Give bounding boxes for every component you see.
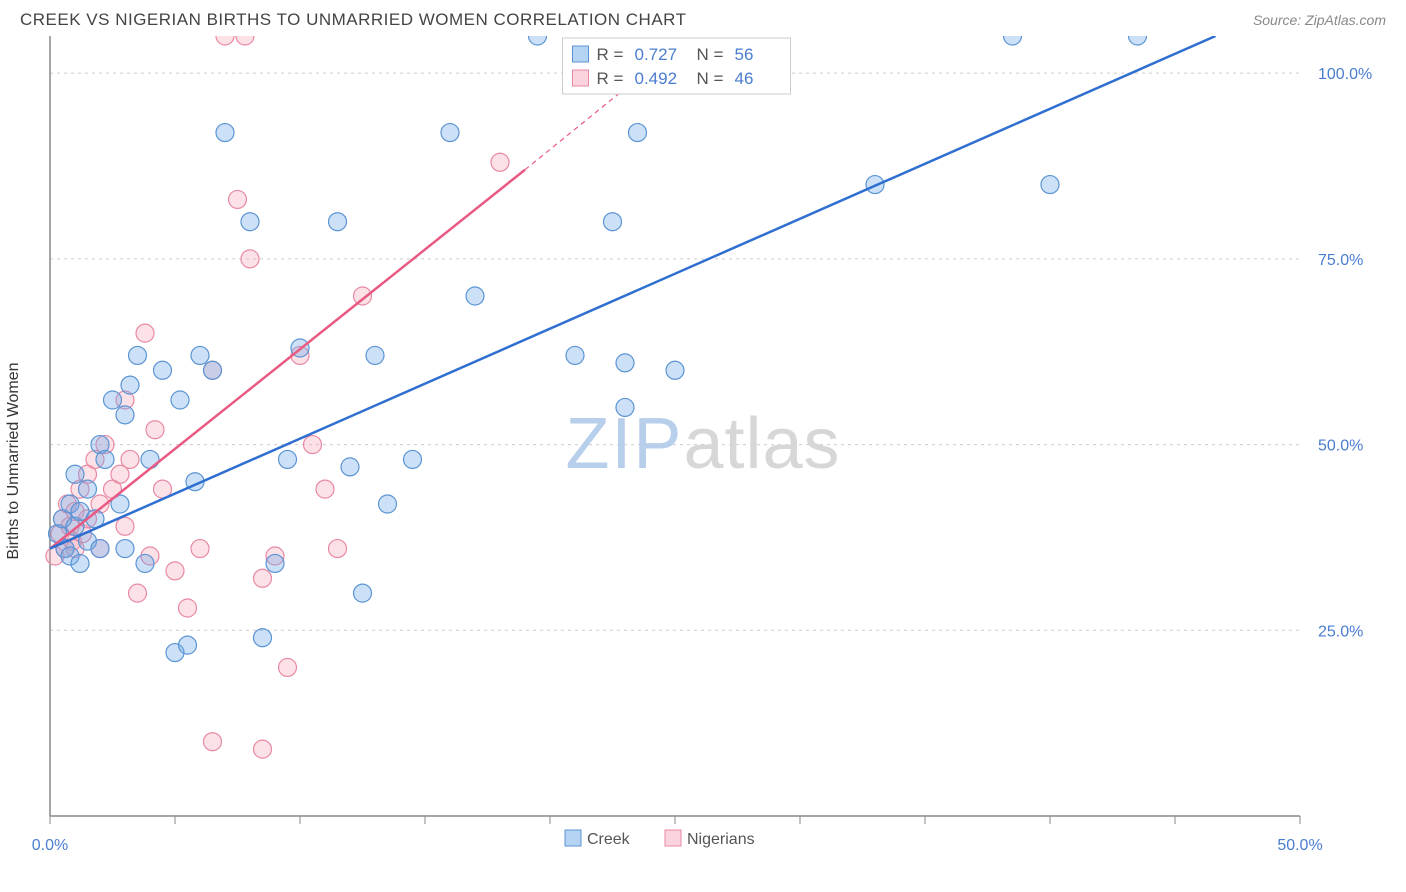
series-swatch-creek	[565, 830, 581, 846]
legend-swatch-creek	[573, 46, 589, 62]
data-point	[179, 636, 197, 654]
data-point	[96, 450, 114, 468]
data-point	[171, 391, 189, 409]
data-point	[129, 584, 147, 602]
data-point	[1041, 176, 1059, 194]
data-point	[204, 733, 222, 751]
data-point	[229, 190, 247, 208]
data-point	[254, 629, 272, 647]
legend-r-nigerians: 0.492	[635, 69, 678, 88]
data-point	[116, 540, 134, 558]
data-point	[121, 450, 139, 468]
data-point	[91, 540, 109, 558]
x-tick-label: 0.0%	[32, 837, 68, 854]
data-point	[104, 391, 122, 409]
data-point	[354, 287, 372, 305]
trend-line	[50, 170, 525, 549]
data-point	[146, 421, 164, 439]
data-point	[304, 436, 322, 454]
data-point	[616, 354, 634, 372]
data-point	[191, 346, 209, 364]
data-point	[179, 599, 197, 617]
data-point	[116, 406, 134, 424]
data-point	[329, 213, 347, 231]
data-point	[79, 480, 97, 498]
data-point	[629, 124, 647, 142]
trend-line	[50, 36, 1216, 549]
data-point	[254, 569, 272, 587]
data-point	[279, 658, 297, 676]
chart-title: CREEK VS NIGERIAN BIRTHS TO UNMARRIED WO…	[20, 10, 687, 30]
legend-n-nigerians: 46	[735, 69, 754, 88]
legend-r-label: R =	[597, 45, 624, 64]
legend-r-label: R =	[597, 69, 624, 88]
data-point	[341, 458, 359, 476]
legend-r-creek: 0.727	[635, 45, 678, 64]
data-point	[216, 124, 234, 142]
data-point	[491, 153, 509, 171]
data-point	[266, 554, 284, 572]
data-point	[71, 554, 89, 572]
data-point	[166, 562, 184, 580]
data-point	[121, 376, 139, 394]
data-point	[116, 517, 134, 535]
data-point	[529, 36, 547, 45]
data-point	[329, 540, 347, 558]
data-point	[354, 584, 372, 602]
legend-swatch-nigerians	[573, 70, 589, 86]
series-swatch-nigerians	[665, 830, 681, 846]
data-point	[136, 554, 154, 572]
legend-n-label: N =	[697, 69, 724, 88]
data-point	[616, 398, 634, 416]
series-label-nigerians: Nigerians	[687, 831, 755, 848]
y-tick-label: 100.0%	[1318, 66, 1372, 83]
data-point	[141, 450, 159, 468]
data-point	[666, 361, 684, 379]
data-point	[241, 250, 259, 268]
data-point	[316, 480, 334, 498]
data-point	[236, 36, 254, 45]
y-tick-label: 50.0%	[1318, 438, 1363, 455]
y-tick-label: 25.0%	[1318, 623, 1363, 640]
data-point	[191, 540, 209, 558]
chart-svg: 25.0% 50.0% 75.0% 100.0% 0.0% 50.0% R = 0.727 N…	[0, 36, 1406, 886]
data-point	[66, 465, 84, 483]
y-tick-label: 75.0%	[1318, 252, 1363, 269]
legend-n-label: N =	[697, 45, 724, 64]
source-label: Source: ZipAtlas.com	[1253, 12, 1386, 28]
series-label-creek: Creek	[587, 831, 631, 848]
data-point	[279, 450, 297, 468]
data-point	[154, 361, 172, 379]
x-tick-label: 50.0%	[1277, 837, 1322, 854]
data-point	[441, 124, 459, 142]
data-point	[254, 740, 272, 758]
data-point	[1129, 36, 1147, 45]
data-point	[604, 213, 622, 231]
y-axis-label: Births to Unmarried Women	[5, 362, 23, 559]
data-point	[404, 450, 422, 468]
data-point	[216, 36, 234, 45]
data-point	[466, 287, 484, 305]
data-point	[1004, 36, 1022, 45]
data-point	[379, 495, 397, 513]
data-point	[566, 346, 584, 364]
data-point	[241, 213, 259, 231]
chart-area: Births to Unmarried Women ZIPatlas 25.0%…	[0, 36, 1406, 886]
legend-n-creek: 56	[735, 45, 754, 64]
data-point	[366, 346, 384, 364]
data-point	[204, 361, 222, 379]
data-point	[136, 324, 154, 342]
data-point	[129, 346, 147, 364]
